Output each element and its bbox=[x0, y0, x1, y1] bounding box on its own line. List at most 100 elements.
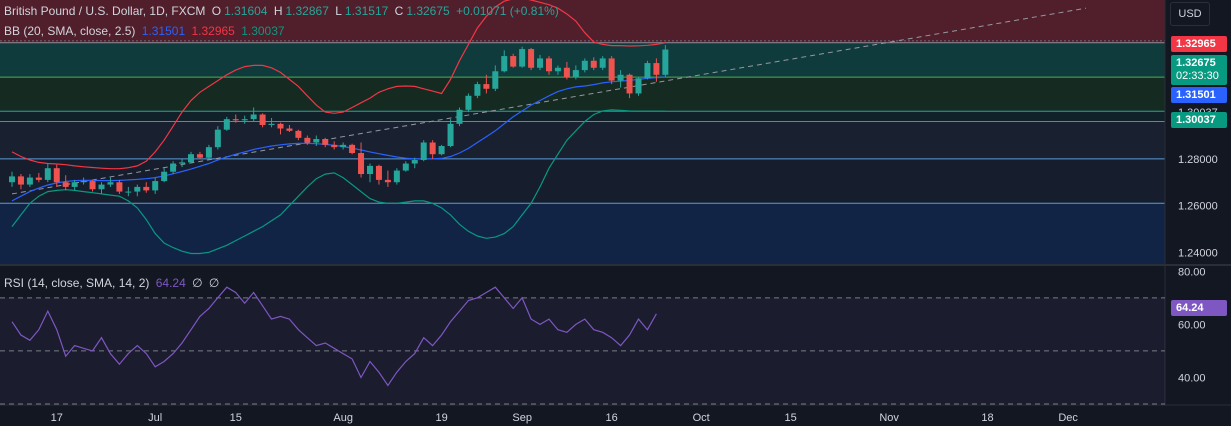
candle-body bbox=[340, 144, 347, 148]
candle-body bbox=[411, 160, 418, 164]
candle bbox=[223, 116, 230, 131]
candle-body bbox=[125, 191, 132, 193]
candle bbox=[519, 46, 526, 68]
bb-upper-value: 1.32965 bbox=[191, 24, 235, 38]
candle bbox=[662, 45, 669, 77]
bb-label: BB (20, SMA, close, 2.5) bbox=[4, 24, 136, 38]
middle-band-tag-text: 1.31501 bbox=[1176, 89, 1216, 101]
candle bbox=[35, 172, 42, 183]
candle bbox=[331, 141, 338, 150]
time-tick-label: Sep bbox=[512, 412, 532, 424]
price-zone-3 bbox=[0, 111, 1165, 122]
candle bbox=[277, 122, 284, 135]
candle-body bbox=[214, 129, 221, 148]
price-zone-1 bbox=[0, 42, 1165, 78]
candle-body bbox=[179, 162, 186, 164]
candle bbox=[599, 56, 606, 71]
candle-body bbox=[250, 114, 257, 120]
upper-band-tag-text: 1.32965 bbox=[1176, 38, 1216, 50]
candle-body bbox=[196, 154, 203, 158]
rsi-extra-value: ∅ bbox=[208, 276, 220, 290]
candle bbox=[537, 54, 544, 71]
candle bbox=[71, 179, 78, 191]
candle-body bbox=[304, 137, 311, 143]
candle bbox=[402, 161, 409, 172]
high-key: H bbox=[273, 4, 283, 18]
rsi-value-tag-text: 64.24 bbox=[1176, 302, 1204, 314]
candle-body bbox=[26, 177, 33, 185]
time-tick-label: 16 bbox=[606, 412, 618, 424]
candle-body bbox=[483, 84, 490, 89]
candle-body bbox=[89, 181, 96, 190]
rsi-ma-value: ∅ bbox=[192, 276, 203, 290]
candle bbox=[617, 70, 624, 88]
candle-body bbox=[80, 181, 87, 183]
candle-body bbox=[170, 163, 177, 172]
candle bbox=[626, 73, 633, 99]
candle-body bbox=[322, 139, 329, 145]
bb-middle-value: 1.31501 bbox=[141, 24, 186, 38]
candle-body bbox=[268, 123, 275, 125]
last-price-tag: 1.32675 02:33:30 bbox=[1171, 55, 1227, 85]
candle-body bbox=[223, 119, 230, 130]
candle-body bbox=[393, 170, 400, 183]
candle bbox=[384, 170, 391, 187]
candle-body bbox=[519, 49, 526, 67]
rsi-tick-label: 80.00 bbox=[1178, 266, 1206, 278]
candle bbox=[9, 171, 15, 187]
candle bbox=[420, 140, 427, 162]
candle-body bbox=[349, 144, 356, 154]
candle-body bbox=[259, 114, 266, 125]
price-zone-0 bbox=[0, 0, 1165, 43]
candle-body bbox=[286, 128, 293, 131]
price-zone-4 bbox=[0, 121, 1165, 159]
currency-button[interactable]: USD bbox=[1170, 2, 1210, 26]
rsi-legend[interactable]: RSI (14, close, SMA, 14, 2) 64.24 ∅ ∅ bbox=[4, 276, 222, 290]
bb-middle-line bbox=[11, 76, 666, 202]
lower-band-tag-text: 1.30037 bbox=[1176, 114, 1216, 126]
candle-body bbox=[331, 144, 338, 148]
time-tick-label: Aug bbox=[333, 412, 353, 424]
candle bbox=[80, 177, 87, 185]
rsi-tick-label: 60.00 bbox=[1178, 319, 1206, 331]
candle bbox=[241, 115, 248, 124]
candle bbox=[510, 53, 517, 68]
candle bbox=[456, 107, 463, 127]
candle-body bbox=[420, 142, 427, 161]
candle bbox=[188, 151, 194, 164]
candle-body bbox=[44, 168, 51, 180]
candle bbox=[179, 158, 186, 168]
candle-body bbox=[143, 186, 150, 191]
bb-upper-line bbox=[11, 0, 666, 170]
candle bbox=[572, 65, 579, 80]
candle bbox=[644, 60, 651, 80]
candle-body bbox=[572, 70, 579, 78]
candle-body bbox=[608, 58, 615, 81]
candle-body bbox=[62, 182, 69, 187]
bb-legend[interactable]: BB (20, SMA, close, 2.5) 1.31501 1.32965… bbox=[4, 24, 288, 38]
price-tick-label: 1.24000 bbox=[1178, 247, 1218, 259]
price-zone-2 bbox=[0, 77, 1165, 112]
candle bbox=[214, 126, 221, 150]
candle-body bbox=[447, 123, 454, 147]
candle-body bbox=[35, 177, 42, 180]
low-key: L bbox=[335, 4, 342, 18]
candle-body bbox=[537, 58, 544, 68]
upper-band-tag: 1.32965 bbox=[1171, 36, 1227, 52]
time-tick-label: Jul bbox=[148, 412, 162, 424]
candle-body bbox=[474, 84, 481, 96]
candle-body bbox=[456, 109, 463, 124]
rsi-band-fill bbox=[0, 297, 1165, 404]
candle bbox=[465, 93, 472, 113]
candle bbox=[501, 50, 508, 73]
candle-body bbox=[590, 60, 597, 68]
candle-body bbox=[9, 176, 15, 183]
candle bbox=[107, 177, 114, 187]
candle bbox=[411, 157, 418, 169]
symbol-title[interactable]: British Pound / U.S. Dollar, 1D, FXCM bbox=[4, 4, 206, 18]
candle bbox=[483, 74, 490, 94]
candle bbox=[304, 135, 311, 145]
